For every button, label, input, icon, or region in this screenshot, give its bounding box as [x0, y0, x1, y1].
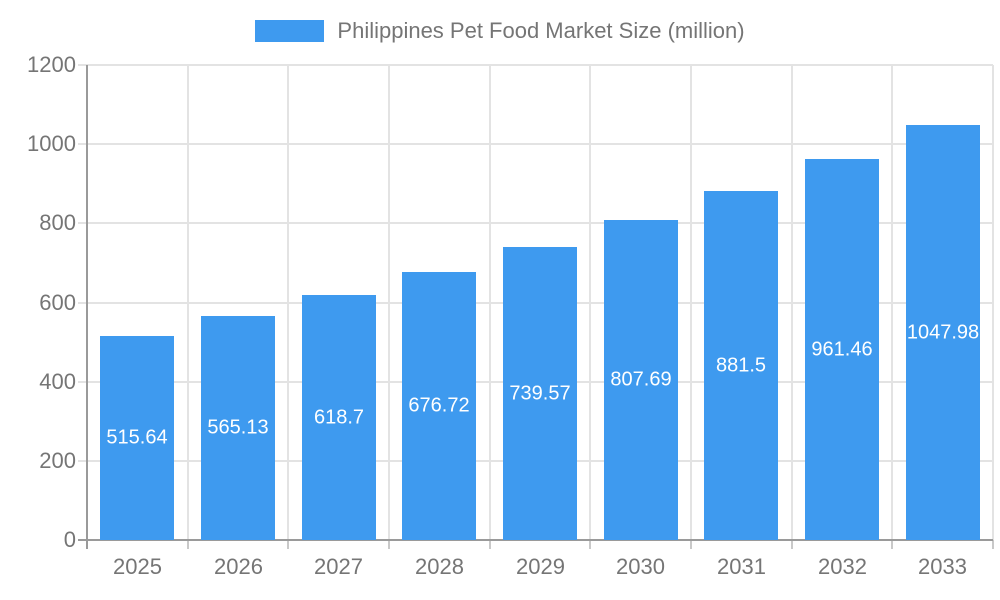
bar-2031: 881.5	[704, 191, 778, 540]
bar-value-label: 739.57	[509, 382, 571, 404]
x-axis-tick	[187, 540, 189, 549]
y-axis-tick-label: 400	[39, 369, 76, 394]
bar-2029: 739.57	[503, 247, 577, 540]
x-gridline	[287, 65, 289, 540]
x-axis-tick	[589, 540, 591, 549]
bar-value-label: 1047.98	[906, 321, 980, 343]
legend-swatch	[255, 20, 325, 42]
x-gridline	[589, 65, 591, 540]
x-axis-tick-label: 2025	[113, 554, 162, 579]
bar-value-label: 565.13	[207, 416, 269, 439]
x-gridline	[187, 65, 189, 540]
bar-value-label: 515.64	[106, 426, 168, 449]
x-gridline	[891, 65, 893, 540]
y-axis-tick-label: 800	[39, 210, 76, 235]
x-axis-tick-label: 2027	[314, 554, 363, 579]
x-axis-tick-label: 2028	[415, 554, 464, 579]
legend-item[interactable]: Philippines Pet Food Market Size (millio…	[0, 18, 1000, 44]
y-axis-tick-label: 600	[39, 290, 76, 315]
y-gridline	[78, 222, 993, 224]
x-axis-line	[78, 539, 993, 541]
x-axis-tick	[489, 540, 491, 549]
bar-2028: 676.72	[402, 272, 476, 540]
bar-value-label: 807.69	[610, 368, 672, 391]
x-gridline	[791, 65, 793, 540]
y-axis-line	[86, 65, 88, 549]
bar-2027: 618.7	[302, 295, 376, 540]
y-axis-tick-label: 1000	[27, 131, 76, 156]
y-axis-tick-label: 0	[63, 527, 76, 552]
x-axis-tick-label: 2029	[516, 554, 565, 579]
bar-value-label: 676.72	[408, 394, 470, 417]
x-axis-tick-label: 2031	[717, 554, 766, 579]
bar-2030: 807.69	[604, 220, 678, 540]
x-axis-tick-label: 2026	[214, 554, 263, 579]
x-axis-tick	[791, 540, 793, 549]
x-axis-tick	[992, 540, 994, 549]
y-axis-tick-label: 200	[39, 448, 76, 473]
y-axis-tick-label: 1200	[27, 52, 76, 77]
x-axis-tick	[690, 540, 692, 549]
bar-value-label: 961.46	[811, 338, 873, 360]
x-axis-tick	[287, 540, 289, 549]
x-gridline	[388, 65, 390, 540]
bar-2025: 515.64	[100, 336, 174, 540]
bar-2032: 961.46	[805, 159, 879, 540]
bar-2026: 565.13	[201, 316, 275, 540]
x-gridline	[992, 65, 994, 540]
y-gridline	[78, 143, 993, 145]
bar-2033: 1047.98	[906, 125, 980, 540]
x-axis-tick	[891, 540, 893, 549]
x-axis-tick-label: 2033	[918, 554, 967, 579]
x-axis-tick-label: 2032	[818, 554, 867, 579]
y-gridline	[78, 64, 993, 66]
x-gridline	[690, 65, 692, 540]
x-axis-tick	[388, 540, 390, 549]
x-gridline	[489, 65, 491, 540]
x-axis-tick-label: 2030	[616, 554, 665, 579]
legend-label: Philippines Pet Food Market Size (millio…	[337, 18, 745, 43]
bar-value-label: 881.5	[715, 354, 767, 376]
bar-value-label: 618.7	[313, 406, 365, 428]
